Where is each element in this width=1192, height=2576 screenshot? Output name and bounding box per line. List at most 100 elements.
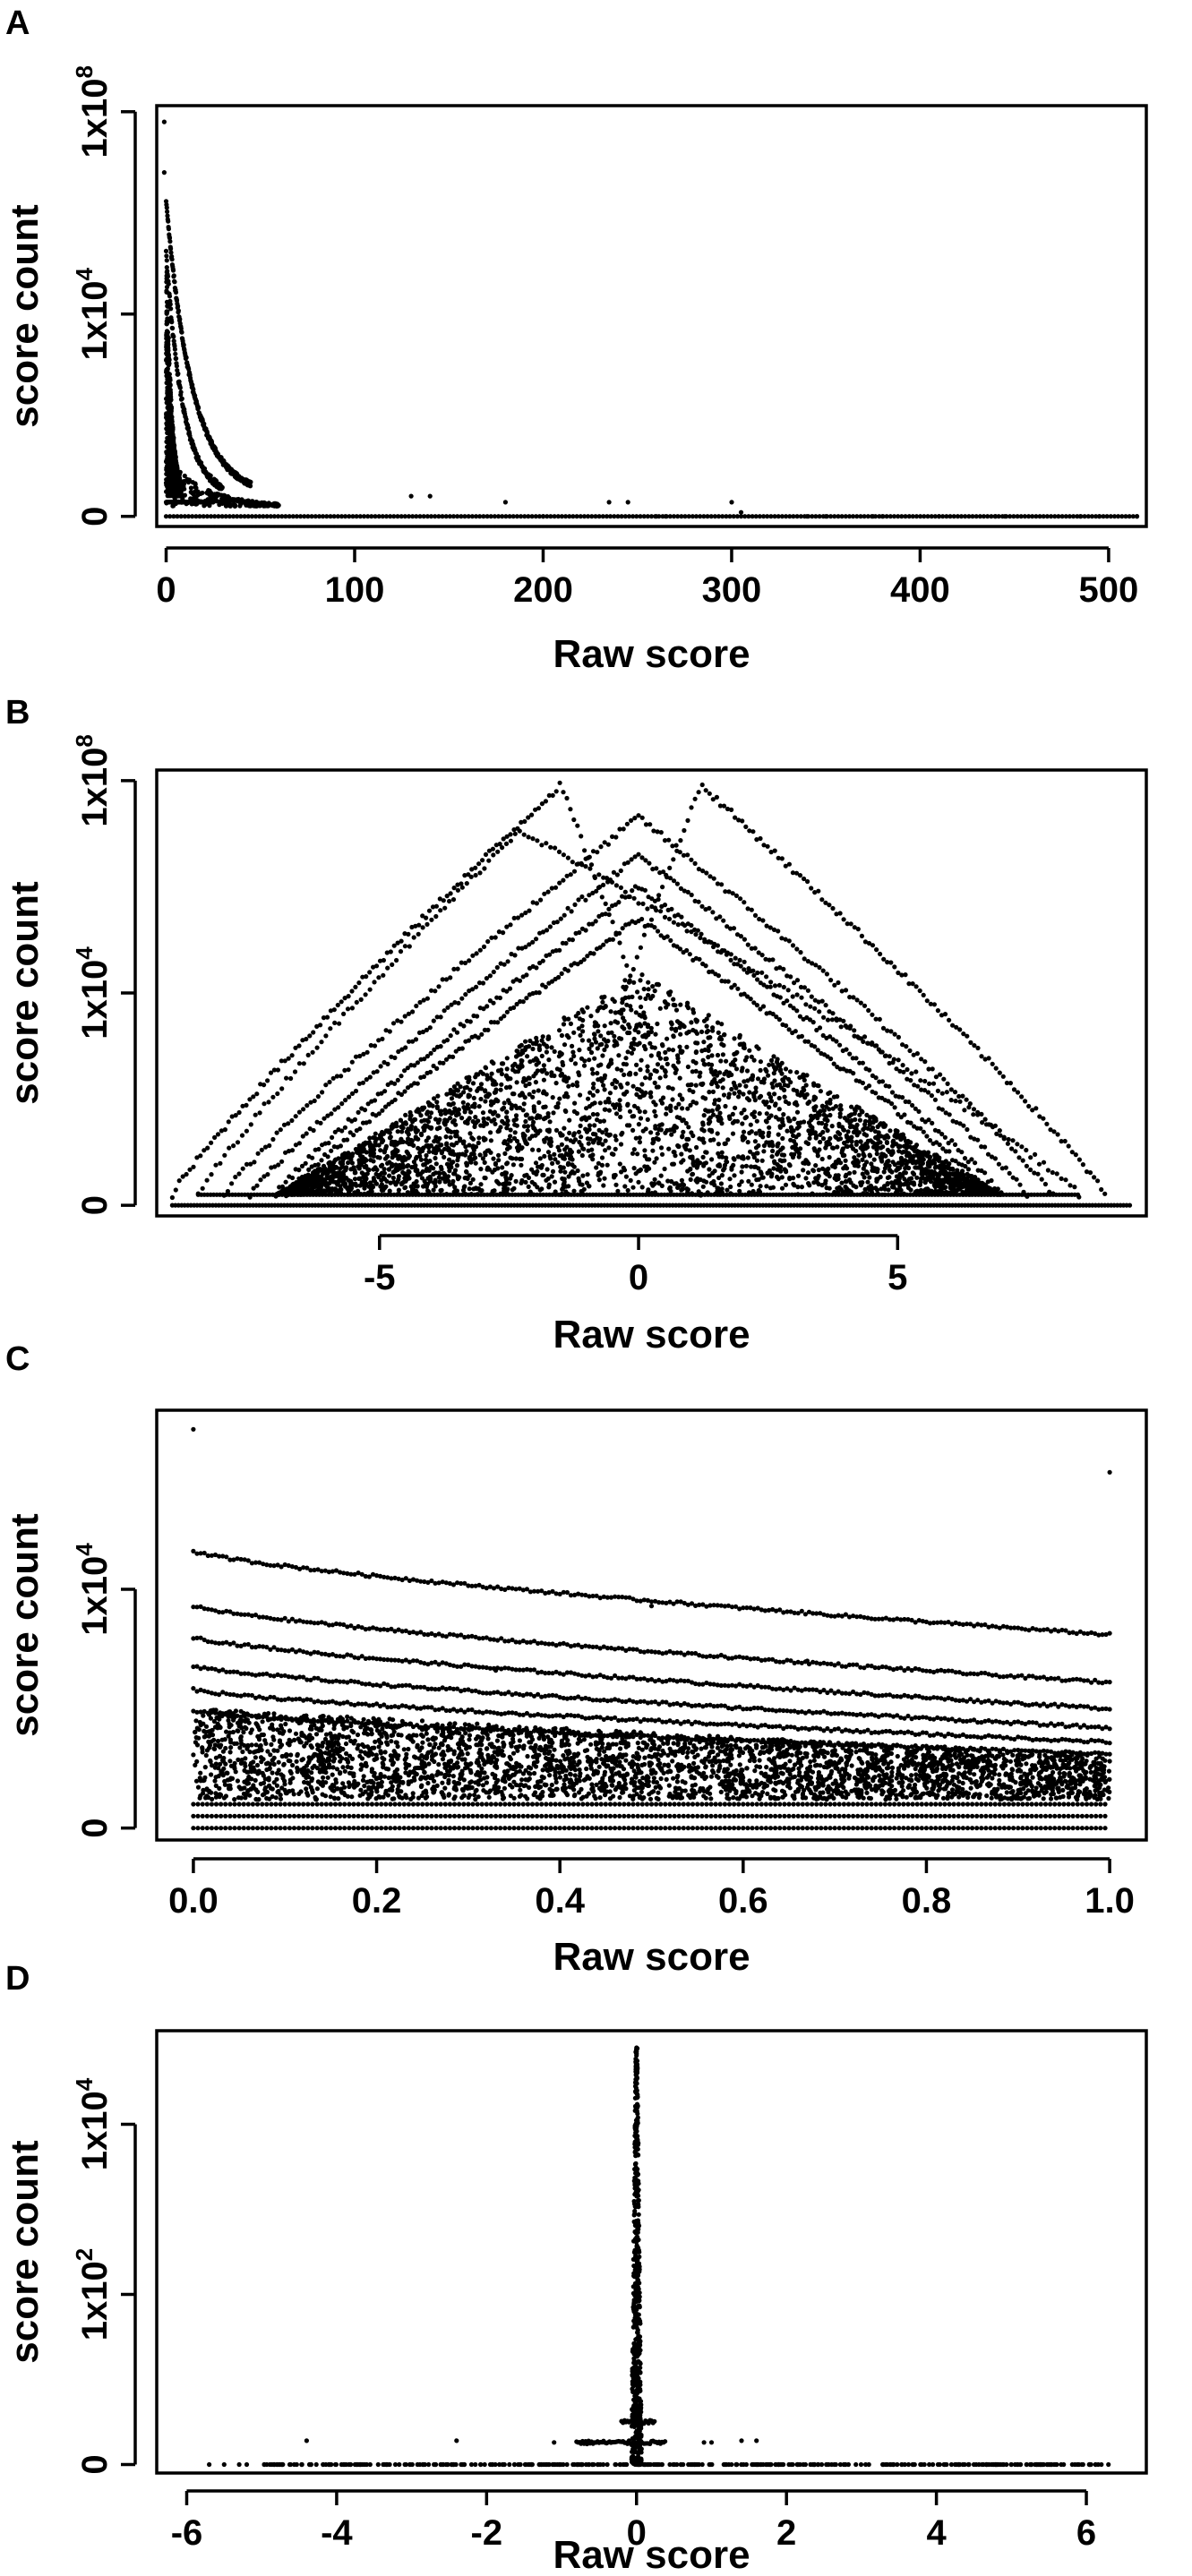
data-point-b-2401 [776, 1117, 782, 1122]
data-point-a-42 [321, 514, 326, 519]
data-point-a-210 [948, 514, 953, 519]
data-point-b-1996 [484, 1121, 490, 1126]
data-point-b-2433 [485, 1116, 491, 1121]
data-point-b-1579 [482, 1160, 487, 1165]
data-point-a-69 [421, 514, 426, 519]
data-point-a-2179 [823, 514, 828, 519]
plot-frame-a [155, 104, 1148, 528]
data-point-a-84 [477, 514, 483, 519]
data-point-b-2532 [771, 1054, 776, 1059]
data-point-a-1727 [191, 492, 196, 497]
data-point-b-1754 [608, 1021, 613, 1026]
data-point-a-76 [447, 514, 452, 519]
data-point-a-1472 [165, 428, 170, 433]
data-point-a-39 [309, 514, 314, 519]
data-point-b-2581 [901, 1191, 907, 1196]
data-point-b-1378 [908, 1187, 913, 1193]
data-point-a-1487 [166, 357, 171, 363]
data-point-b-1636 [580, 1173, 586, 1178]
data-point-b-2530 [537, 1156, 543, 1161]
data-point-a-33 [287, 514, 292, 519]
data-point-b-2659 [579, 1182, 585, 1187]
data-point-a-229 [1018, 514, 1024, 519]
data-point-a-107 [563, 514, 569, 519]
data-point-a-1696 [179, 500, 184, 505]
data-point-a-256 [1119, 514, 1125, 519]
data-point-a-106 [559, 514, 565, 519]
data-point-b-2509 [611, 1151, 616, 1157]
data-point-b-2573 [464, 1161, 470, 1167]
panel-label-a: A [5, 4, 30, 42]
data-point-b-1202 [625, 1101, 630, 1107]
data-point-b-2709 [679, 1187, 684, 1193]
data-point-b-2721 [613, 1085, 618, 1091]
data-point-b-2533 [777, 1125, 784, 1130]
data-point-b-2485 [764, 1111, 769, 1117]
data-point-a-228 [1015, 514, 1020, 519]
data-point-b-2711 [728, 1062, 733, 1067]
data-point-a-206 [932, 514, 938, 519]
data-point-a-161 [765, 514, 770, 519]
data-point-b-1012 [571, 1108, 578, 1114]
data-point-a-2019 [170, 326, 176, 331]
data-point-b-1797 [527, 1081, 532, 1087]
data-point-a-2001 [163, 248, 169, 253]
data-point-a-1709 [188, 485, 193, 491]
data-point-b-2667 [546, 1182, 552, 1187]
data-point-b-1235 [666, 1047, 672, 1052]
data-point-b-2501 [845, 1129, 851, 1134]
data-point-a-113 [586, 514, 591, 519]
data-point-b-2572 [801, 1168, 806, 1173]
data-point-b-1405 [805, 1170, 811, 1176]
data-point-a-79 [459, 514, 464, 519]
data-point-a-85 [481, 514, 486, 519]
data-point-a-138 [679, 514, 684, 519]
data-point-b-2652 [758, 1132, 763, 1138]
data-point-b-1141 [755, 1076, 761, 1082]
data-point-a-216 [970, 514, 975, 519]
data-point-b-2770 [745, 1155, 750, 1160]
x-tick-label-a-1: 100 [325, 570, 385, 610]
data-point-a-63 [399, 514, 404, 519]
data-point-b-2739 [919, 1171, 924, 1177]
data-point-a-28 [268, 514, 273, 519]
data-point-b-2106 [378, 1148, 383, 1153]
data-point-b-2156 [787, 1069, 793, 1074]
data-point-b-1931 [541, 1077, 547, 1083]
data-point-a-258 [1127, 514, 1132, 519]
data-point-b-2222 [496, 1158, 502, 1163]
data-point-b-2545 [387, 1173, 392, 1178]
data-point-b-2411 [503, 1170, 510, 1176]
data-point-b-792 [579, 1038, 586, 1043]
data-point-b-1711 [459, 1116, 465, 1121]
data-point-b-2754 [826, 1091, 831, 1096]
data-point-a-1515 [166, 387, 171, 392]
data-point-b-1368 [673, 1007, 680, 1013]
data-point-b-1215 [768, 1113, 774, 1118]
data-point-b-2556 [400, 1165, 406, 1170]
data-point-a-178 [828, 514, 834, 519]
data-point-b-1877 [476, 1104, 482, 1109]
data-point-b-2726 [647, 1072, 654, 1077]
data-point-b-892 [794, 1070, 800, 1075]
data-point-a-1779 [176, 308, 181, 313]
data-point-a-1803 [184, 355, 189, 360]
data-point-b-1622 [498, 1087, 503, 1092]
data-point-a-1737 [263, 502, 269, 509]
data-point-a-93 [510, 514, 516, 519]
data-point-a-2168 [729, 500, 734, 505]
data-point-b-632 [758, 1184, 763, 1189]
data-point-b-2731 [666, 1146, 672, 1151]
data-point-b-1108 [592, 1056, 597, 1061]
data-point-b-2452 [732, 1091, 737, 1096]
data-point-a-200 [910, 514, 915, 519]
data-point-a-2182 [663, 514, 668, 519]
data-point-b-2070 [716, 1097, 722, 1102]
data-point-b-1630 [701, 1018, 707, 1023]
data-point-a-11 [204, 514, 210, 519]
data-point-a-1729 [193, 484, 198, 490]
data-point-b-1061 [546, 1057, 552, 1063]
data-point-b-932 [776, 1132, 781, 1137]
data-point-b-2341 [783, 1182, 789, 1187]
data-point-a-81 [466, 514, 471, 519]
